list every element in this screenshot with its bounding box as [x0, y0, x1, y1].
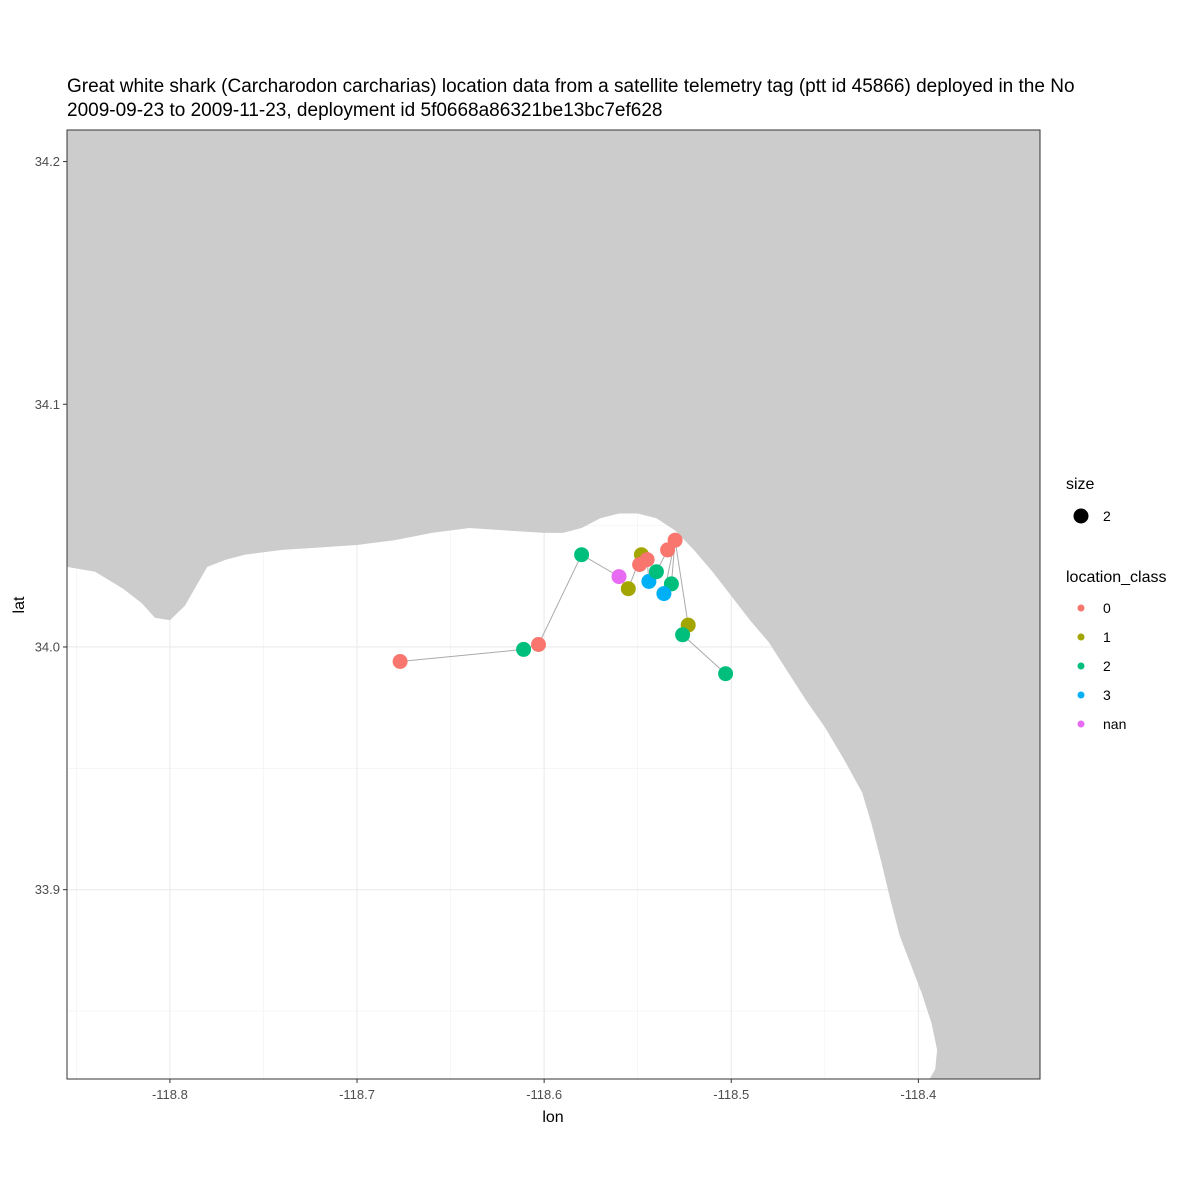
- legend-class-label: 3: [1103, 687, 1111, 703]
- legend-class-key: [1077, 720, 1085, 728]
- legend-class-key: [1077, 633, 1085, 641]
- chart-title-line-1: Great white shark (Carcharodon carcharia…: [67, 76, 1075, 97]
- land-area: [67, 130, 1040, 1079]
- legend: size 2 location_class 0 1 2 3 nan: [1066, 476, 1167, 732]
- y-tick-label: 34.1: [35, 397, 60, 412]
- legend-class-label: nan: [1103, 716, 1126, 732]
- x-tick-label: -118.4: [900, 1087, 936, 1102]
- location-point: [718, 666, 734, 682]
- y-tick-label: 34.0: [35, 639, 60, 654]
- y-axis: 33.9 34.0 34.1 34.2: [35, 154, 67, 897]
- plot-panel: [66, 129, 1041, 1080]
- location-point: [531, 637, 546, 652]
- x-tick-label: -118.5: [713, 1087, 749, 1102]
- legend-size-key: [1073, 508, 1089, 524]
- legend-size-label: 2: [1103, 508, 1111, 524]
- y-tick-label: 33.9: [35, 882, 60, 897]
- x-axis-title: lon: [542, 1109, 563, 1126]
- data-points: [392, 532, 734, 682]
- location-point: [574, 547, 590, 563]
- y-axis-title: lat: [11, 596, 28, 613]
- legend-class-title: location_class: [1066, 569, 1167, 586]
- legend-size-title: size: [1066, 476, 1095, 493]
- x-tick-label: -118.7: [339, 1087, 375, 1102]
- chart-title-line-2: 2009-09-23 to 2009-11-23, deployment id …: [67, 100, 662, 121]
- legend-class-key: [1077, 604, 1085, 612]
- location-point: [656, 586, 672, 602]
- location-point: [516, 641, 532, 657]
- location-point: [611, 569, 627, 585]
- legend-class-label: 1: [1103, 629, 1111, 645]
- location-point: [675, 627, 691, 643]
- location-point: [648, 564, 664, 580]
- legend-size-items: 2: [1073, 508, 1111, 524]
- legend-class-label: 0: [1103, 600, 1111, 616]
- y-tick-label: 34.2: [35, 154, 60, 169]
- x-axis: -118.8 -118.7 -118.6 -118.5 -118.4: [152, 1079, 936, 1102]
- location-point: [620, 581, 636, 597]
- location-point: [392, 654, 408, 669]
- x-tick-label: -118.8: [152, 1087, 188, 1102]
- location-point: [667, 532, 683, 548]
- location-point: [639, 552, 655, 568]
- legend-class-items: 0 1 2 3 nan: [1077, 600, 1126, 732]
- x-tick-label: -118.6: [526, 1087, 562, 1102]
- legend-class-key: [1077, 691, 1085, 699]
- legend-class-key: [1077, 662, 1085, 670]
- legend-class-label: 2: [1103, 658, 1111, 674]
- panel-border: [66, 129, 1041, 1080]
